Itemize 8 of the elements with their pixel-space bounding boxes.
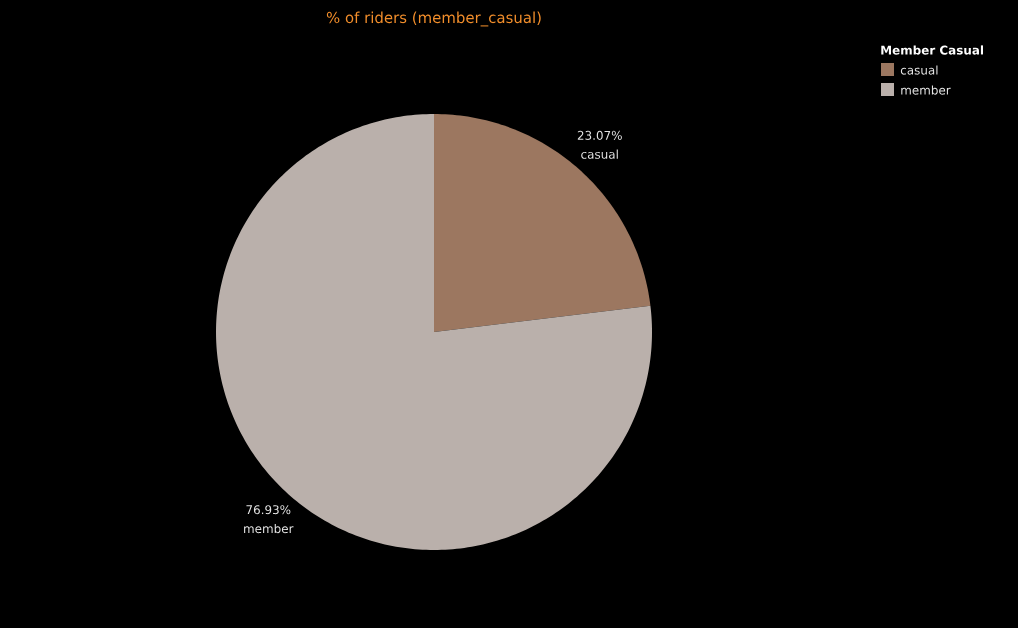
legend-label: casual	[900, 65, 938, 75]
data-label: 23.07%	[577, 130, 622, 140]
data-label: 76.93%	[246, 505, 291, 515]
legend-title: Member Casual	[881, 45, 984, 55]
legend-label: member	[901, 85, 951, 95]
slice-label: casual	[581, 149, 618, 159]
chart-title: % of riders (member_casual)	[326, 11, 541, 27]
slice-label: member	[244, 523, 294, 534]
